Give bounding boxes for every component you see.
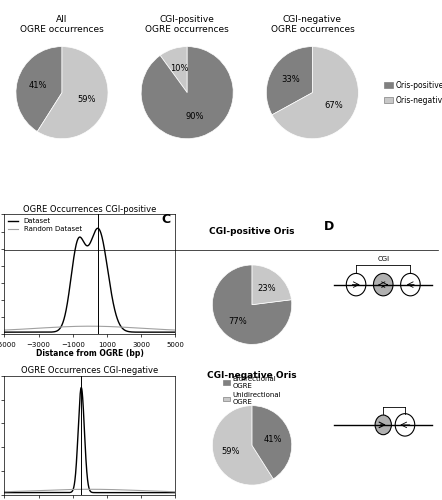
- Legend: Bidirectional
OGRE, Unidirectional
OGRE: Bidirectional OGRE, Unidirectional OGRE: [223, 376, 281, 406]
- Text: C: C: [161, 213, 170, 226]
- Wedge shape: [212, 265, 292, 344]
- Legend: Oris-positive, Oris-negative: Oris-positive, Oris-negative: [384, 80, 442, 104]
- Text: 41%: 41%: [28, 81, 47, 90]
- Wedge shape: [272, 46, 358, 138]
- Wedge shape: [160, 46, 187, 92]
- Title: OGRE Occurrences CGI-negative: OGRE Occurrences CGI-negative: [21, 366, 158, 375]
- Wedge shape: [252, 265, 291, 304]
- Text: 10%: 10%: [170, 64, 189, 73]
- Text: 23%: 23%: [257, 284, 276, 293]
- Text: 59%: 59%: [222, 447, 240, 456]
- Title: CGI-positive
OGRE occurrences: CGI-positive OGRE occurrences: [145, 15, 229, 34]
- Text: 77%: 77%: [228, 316, 247, 326]
- Text: 59%: 59%: [77, 95, 95, 104]
- Text: D: D: [324, 220, 334, 233]
- Legend: Dataset, Random Dataset: Dataset, Random Dataset: [8, 218, 82, 232]
- Text: CGI-positive Oris: CGI-positive Oris: [210, 227, 295, 236]
- Wedge shape: [37, 46, 108, 138]
- Text: 90%: 90%: [186, 112, 204, 121]
- Wedge shape: [141, 46, 233, 138]
- Title: All
OGRE occurrences: All OGRE occurrences: [20, 15, 104, 34]
- Text: 41%: 41%: [264, 435, 282, 444]
- Text: CGI-negative Oris: CGI-negative Oris: [207, 370, 297, 380]
- Ellipse shape: [375, 415, 392, 434]
- Text: 33%: 33%: [281, 76, 300, 84]
- Title: OGRE Occurrences CGI-positive: OGRE Occurrences CGI-positive: [23, 204, 156, 214]
- Wedge shape: [252, 406, 292, 479]
- Ellipse shape: [373, 274, 393, 296]
- Wedge shape: [267, 46, 312, 115]
- Text: 67%: 67%: [325, 101, 343, 110]
- Text: CGI: CGI: [377, 256, 389, 262]
- Title: CGI-negative
OGRE occurrences: CGI-negative OGRE occurrences: [271, 15, 354, 34]
- Wedge shape: [212, 406, 273, 485]
- Wedge shape: [16, 46, 62, 132]
- X-axis label: Distance from OGRE (bp): Distance from OGRE (bp): [36, 349, 144, 358]
